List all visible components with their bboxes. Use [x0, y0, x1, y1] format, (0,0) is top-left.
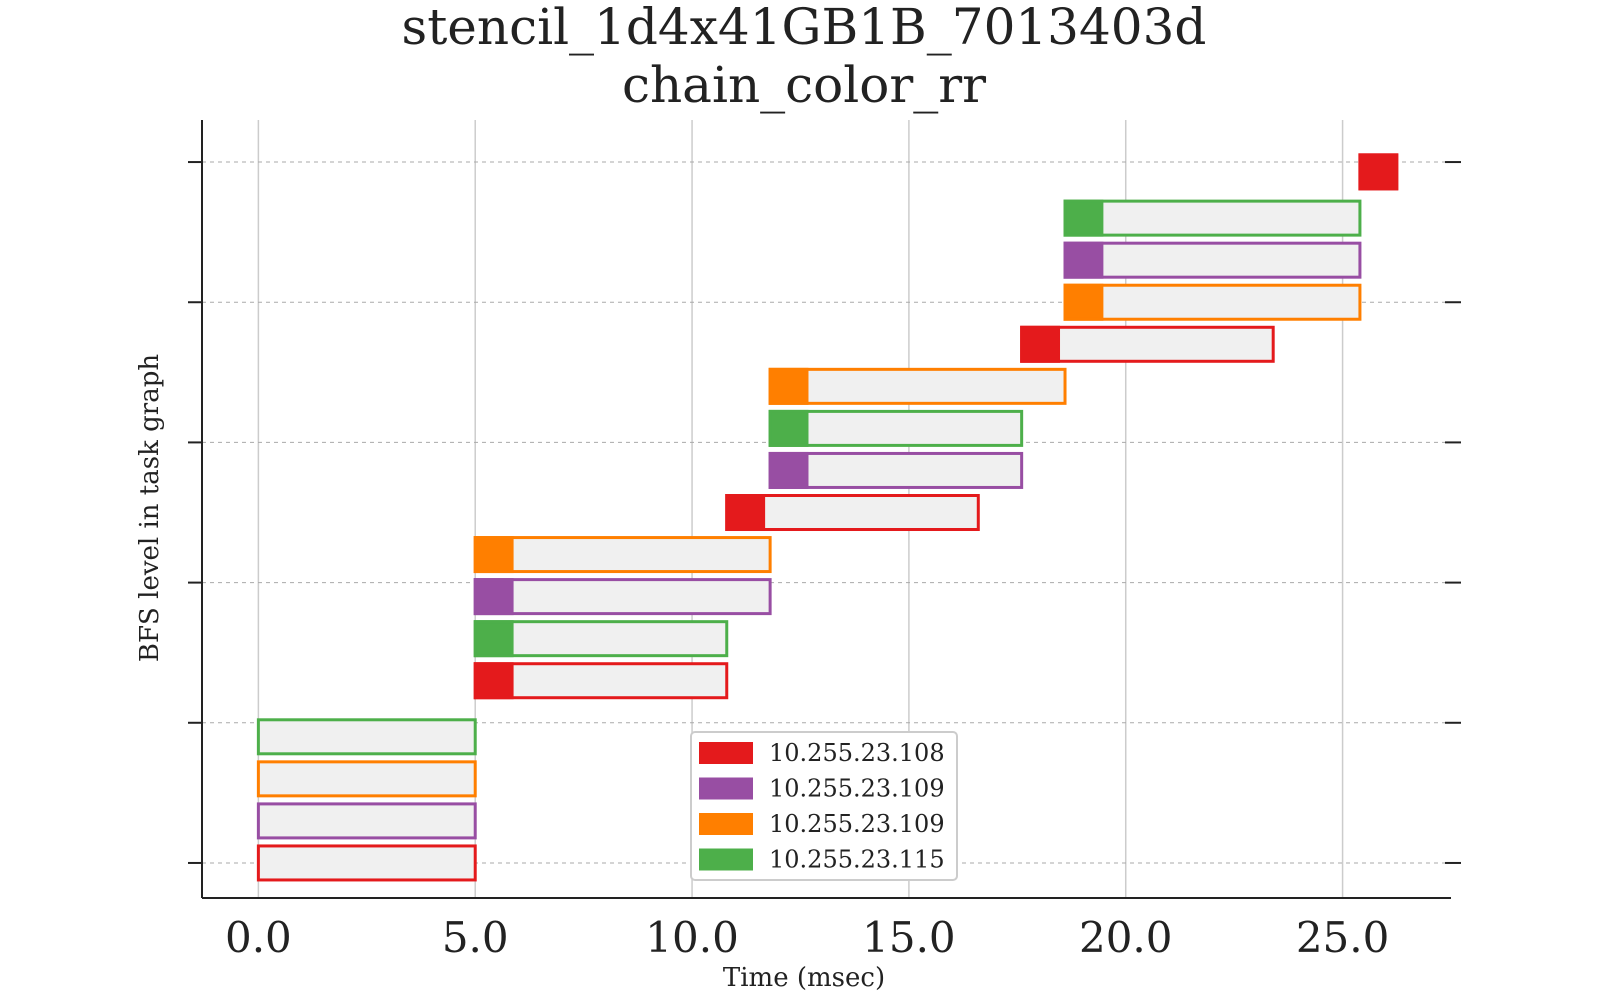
legend-swatch — [699, 813, 753, 835]
tick-labels: 0.0 5.0 10.0 15.0 20.0 25.0 — [225, 913, 1389, 962]
legend-swatch — [699, 848, 753, 871]
task-bar — [768, 451, 1024, 489]
task-bar-setup — [1063, 241, 1104, 279]
task-bar-setup — [768, 409, 809, 447]
task-bar-setup — [1358, 153, 1399, 191]
legend-label: 10.255.23.109 — [769, 810, 945, 838]
task-bar — [473, 662, 729, 700]
x-axis-label: Time (msec) — [723, 963, 885, 993]
y-axis-label: BFS level in task graph — [135, 354, 165, 662]
task-bar — [1063, 283, 1362, 321]
legend-swatch — [699, 777, 753, 800]
legend: 10.255.23.108 10.255.23.109 10.255.23.109 1… — [690, 731, 958, 881]
task-bar-setup — [473, 620, 514, 658]
task-bar-body — [473, 536, 772, 574]
task-bar-body — [1063, 241, 1362, 279]
task-bars — [256, 153, 1399, 882]
task-bar — [1063, 199, 1362, 237]
task-bar-setup — [473, 662, 514, 700]
x-tick-label: 5.0 — [442, 913, 509, 962]
task-bar-setup — [1063, 199, 1104, 237]
task-bar-body — [725, 494, 980, 532]
task-bar-setup — [768, 367, 809, 405]
task-bar — [1020, 325, 1275, 363]
task-bar-setup — [1020, 325, 1061, 363]
task-bar — [256, 844, 477, 882]
task-bar-body — [256, 760, 477, 798]
task-bar-setup — [473, 578, 514, 616]
task-bar — [768, 409, 1024, 447]
task-bar — [256, 718, 477, 756]
task-bar — [1358, 153, 1399, 191]
x-tick-label: 20.0 — [1079, 913, 1173, 962]
legend-label: 10.255.23.108 — [769, 739, 945, 767]
task-bar-body — [768, 409, 1024, 447]
task-bar-setup — [473, 536, 514, 574]
task-bar-setup — [1063, 283, 1104, 321]
axes — [188, 120, 1461, 899]
legend-box — [690, 731, 958, 881]
task-bar-body — [473, 578, 772, 616]
task-bar — [768, 367, 1067, 405]
legend-item: 10.255.23.109 — [699, 810, 945, 838]
legend-item: 10.255.23.108 — [699, 739, 945, 767]
task-bar-body — [256, 718, 477, 756]
task-bar — [256, 802, 477, 840]
task-bar — [473, 620, 729, 658]
task-bar-setup — [768, 451, 809, 489]
task-bar-body — [1063, 199, 1362, 237]
x-tick-label: 0.0 — [225, 913, 292, 962]
chart-subtitle: chain_color_rr — [622, 56, 986, 114]
task-bar-body — [256, 802, 477, 840]
task-bar-body — [768, 451, 1024, 489]
chart-title: stencil_1d4x41GB1B_7013403d — [402, 0, 1207, 56]
legend-label: 10.255.23.109 — [769, 775, 945, 803]
task-bar-body — [1063, 283, 1362, 321]
legend-swatch — [699, 742, 753, 764]
task-bar — [725, 494, 980, 532]
task-bar — [256, 760, 477, 798]
task-bar-body — [1020, 325, 1275, 363]
task-bar-setup — [725, 494, 766, 532]
task-bar — [473, 536, 772, 574]
legend-label: 10.255.23.115 — [769, 846, 945, 874]
legend-item: 10.255.23.109 — [699, 775, 945, 803]
x-tick-label: 15.0 — [862, 913, 956, 962]
legend-item: 10.255.23.115 — [699, 846, 945, 874]
x-tick-label: 10.0 — [645, 913, 739, 962]
task-bar-body — [768, 367, 1067, 405]
task-bar — [1063, 241, 1362, 279]
task-bar — [473, 578, 772, 616]
task-bar-body — [256, 844, 477, 882]
x-tick-label: 25.0 — [1296, 913, 1390, 962]
